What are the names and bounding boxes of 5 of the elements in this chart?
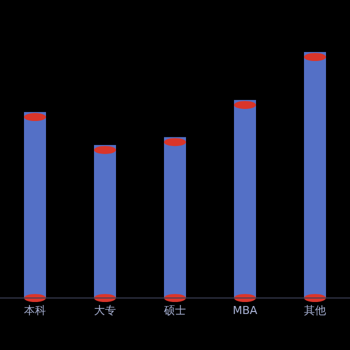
x-tick-label: 其他 [304, 304, 326, 317]
x-tick-label: 大专 [94, 304, 116, 317]
x-tick-label: 本科 [24, 304, 46, 317]
x-tick-label: 硕士 [163, 304, 186, 317]
x-tick-label: MBA [232, 304, 258, 317]
